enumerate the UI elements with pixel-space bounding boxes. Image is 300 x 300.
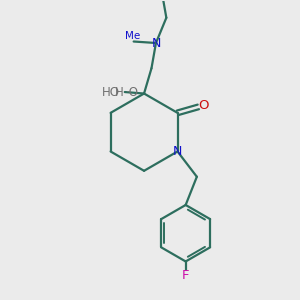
Text: H: H [115, 85, 123, 98]
Text: ·O: ·O [126, 85, 139, 98]
Text: N: N [173, 145, 182, 158]
Text: F: F [182, 269, 189, 282]
Text: N: N [151, 37, 160, 50]
Text: O: O [198, 99, 209, 112]
Text: Me: Me [124, 31, 140, 41]
Text: HO: HO [102, 85, 120, 98]
